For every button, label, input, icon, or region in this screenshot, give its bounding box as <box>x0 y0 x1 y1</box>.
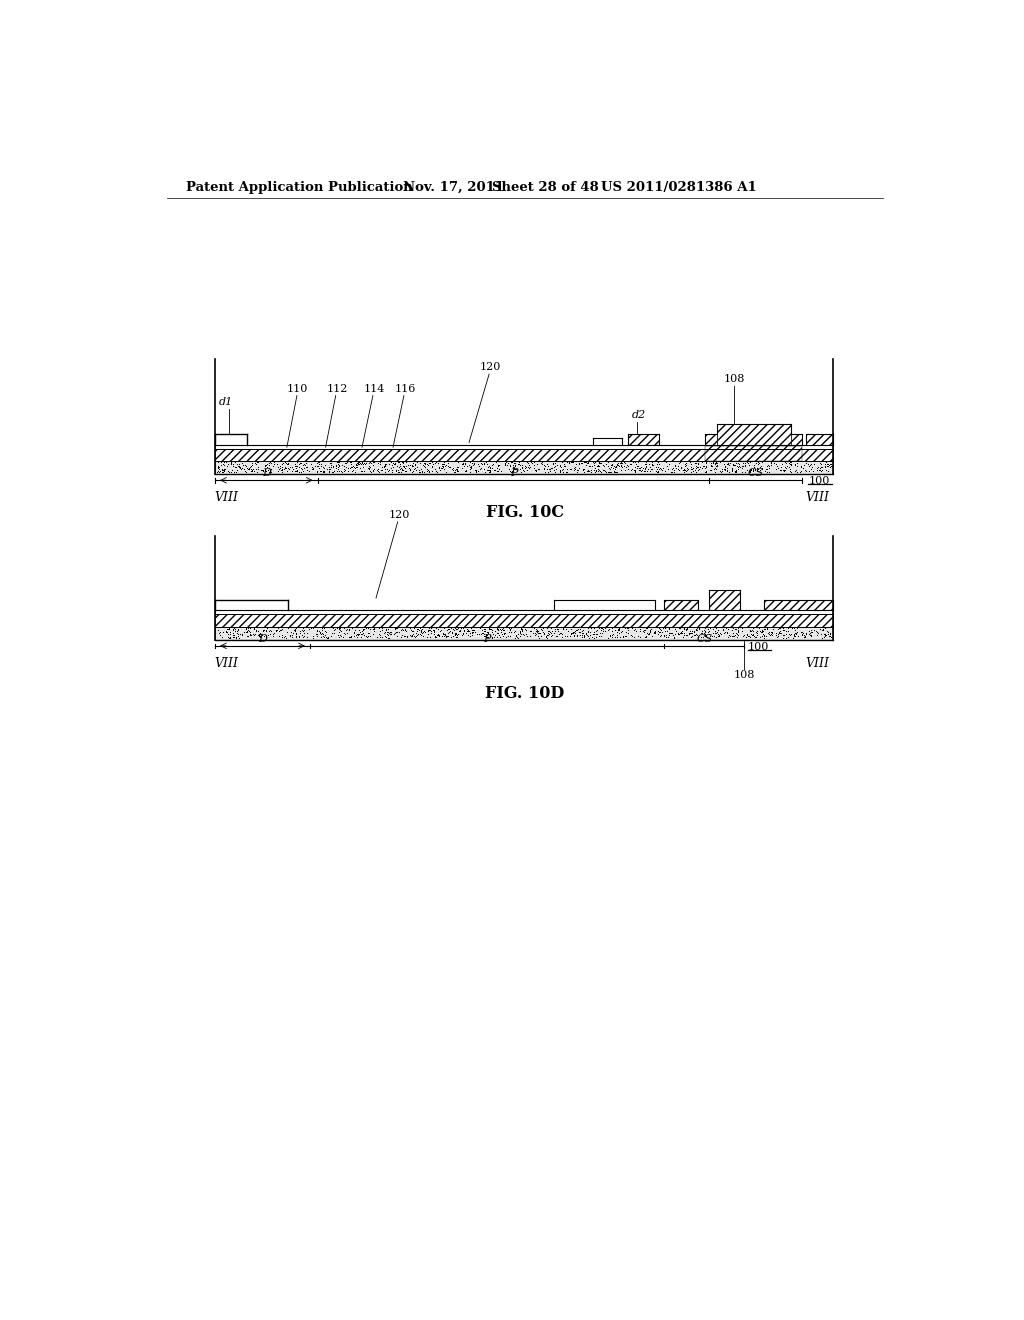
Bar <box>717 424 791 445</box>
Text: 112: 112 <box>327 384 348 395</box>
Bar <box>764 599 834 610</box>
Text: US 2011/0281386 A1: US 2011/0281386 A1 <box>601 181 757 194</box>
Text: 120: 120 <box>480 363 502 372</box>
Text: 100: 100 <box>748 642 769 652</box>
Bar <box>706 434 717 445</box>
Bar <box>791 434 802 445</box>
Text: 110: 110 <box>287 384 307 395</box>
Bar <box>215 627 834 640</box>
Text: D: D <box>262 469 270 478</box>
Text: 120: 120 <box>388 511 410 520</box>
Bar <box>215 449 834 461</box>
Text: 116: 116 <box>395 384 416 395</box>
Text: 108: 108 <box>733 671 755 680</box>
Text: 114: 114 <box>364 384 385 395</box>
Text: Nov. 17, 2011: Nov. 17, 2011 <box>403 181 504 194</box>
Text: D: D <box>258 634 267 644</box>
Text: 108: 108 <box>723 374 744 384</box>
Text: FIG. 10C: FIG. 10C <box>485 504 564 521</box>
Text: CS: CS <box>748 469 764 478</box>
Bar <box>806 434 834 445</box>
Bar <box>215 614 834 627</box>
Text: Sheet 28 of 48: Sheet 28 of 48 <box>493 181 599 194</box>
Text: VIII: VIII <box>805 491 829 504</box>
Text: P: P <box>510 469 517 478</box>
Bar <box>215 610 834 614</box>
Bar <box>215 445 834 449</box>
Text: d1: d1 <box>219 397 232 407</box>
Text: Patent Application Publication: Patent Application Publication <box>186 181 413 194</box>
Text: 100: 100 <box>809 477 829 486</box>
Text: CS: CS <box>696 634 713 644</box>
Bar <box>215 461 834 474</box>
Text: VIII: VIII <box>215 491 239 504</box>
Bar <box>665 599 697 610</box>
Text: P: P <box>483 634 490 644</box>
Bar <box>710 590 740 610</box>
Text: FIG. 10D: FIG. 10D <box>485 685 564 702</box>
Text: VIII: VIII <box>215 656 239 669</box>
Bar <box>706 446 802 461</box>
Bar <box>628 434 658 445</box>
Text: d2: d2 <box>632 411 646 420</box>
Text: VIII: VIII <box>805 656 829 669</box>
